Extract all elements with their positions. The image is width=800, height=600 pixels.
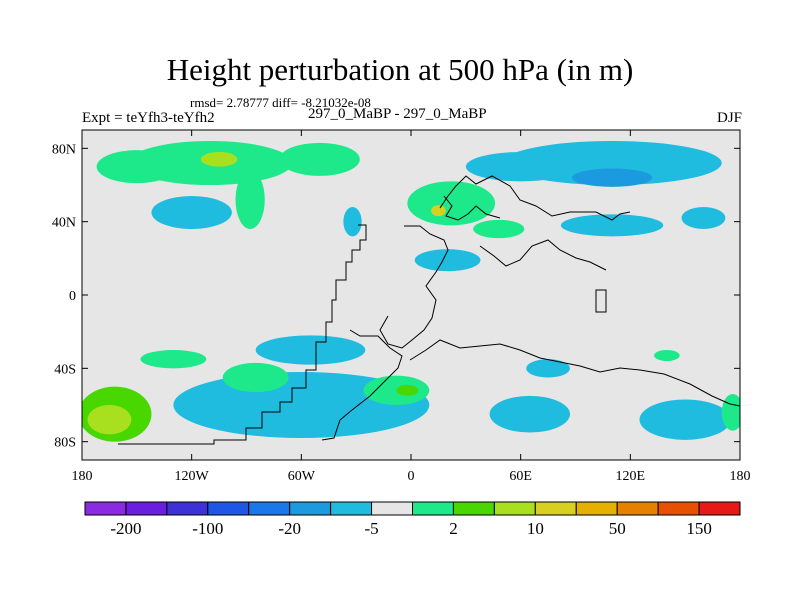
x-tick-label: 180 xyxy=(730,469,751,484)
colorbar-label: -200 xyxy=(110,519,141,538)
contour-nh-yellow-core xyxy=(431,205,446,217)
colorbar-label: -100 xyxy=(192,519,223,538)
y-tick-label: 0 xyxy=(69,289,76,304)
colorbar-label: 50 xyxy=(609,519,626,538)
colorbar-swatch xyxy=(698,501,741,516)
contour-sh-blue-small xyxy=(526,359,571,378)
contour-sh-green-small xyxy=(654,350,680,361)
colorbar-swatch xyxy=(534,501,577,516)
colorbar-swatch xyxy=(330,501,373,516)
colorbar-swatch xyxy=(616,501,659,516)
coastline-america xyxy=(118,224,367,445)
y-tick-label: 40S xyxy=(54,362,76,377)
season-label: DJF xyxy=(716,110,742,126)
colorbar-swatch xyxy=(371,501,413,516)
coastline-south-america xyxy=(321,329,403,441)
y-tick-label: 40N xyxy=(52,216,76,231)
coastline-europe xyxy=(443,195,501,221)
coastline-antarctica xyxy=(409,339,740,407)
colorbar-swatch xyxy=(166,501,209,516)
coastline-africa xyxy=(379,225,449,349)
subtitle: 297_0_MaBP - 297_0_MaBP xyxy=(308,106,487,122)
chart-title: Height perturbation at 500 hPa (in m) xyxy=(166,52,634,87)
x-tick-label: 120E xyxy=(616,469,646,484)
contour-nh-blue-pacific xyxy=(151,196,232,229)
colorbar-swatch xyxy=(289,501,332,516)
colorbar-swatch xyxy=(412,501,454,516)
colorbar-swatch xyxy=(452,501,495,516)
colorbar-label: 10 xyxy=(527,519,544,538)
colorbar-swatch xyxy=(575,501,618,516)
contour-nh-green-band-west xyxy=(96,150,178,184)
y-axis: 80N 40N 0 40S 80S xyxy=(52,142,740,451)
contour-sh-green-mid-pacific xyxy=(222,362,289,393)
coastline xyxy=(118,175,740,445)
contour-nh-lime-core xyxy=(200,152,238,167)
y-tick-label: 80S xyxy=(54,436,76,451)
contour-sh-blue-pacific xyxy=(639,399,731,440)
colorbar-label: -5 xyxy=(364,519,378,538)
coastline-eurasia xyxy=(439,175,631,221)
contour-nh-blue-pacific-east xyxy=(681,207,726,229)
contour-nh-blue-arctic-west xyxy=(465,152,576,182)
colorbar-swatch xyxy=(493,501,536,516)
y-tick-label: 80N xyxy=(52,142,76,157)
colorbar: -200 -100 -20 -5 2 10 50 150 xyxy=(84,501,741,538)
contour-nh-blue-core xyxy=(571,168,653,187)
x-tick-label: 0 xyxy=(408,469,415,484)
contour-sh-green-atlantic xyxy=(363,375,430,406)
stats-text: rmsd= 2.78777 diff= -8.21032e-08 xyxy=(190,95,371,110)
coastline-island xyxy=(595,289,607,313)
x-tick-label: 180 xyxy=(72,469,93,484)
colorbar-label: -20 xyxy=(278,519,301,538)
contour-nh-blue-east-asia xyxy=(560,214,664,237)
contour-nh-blue-atlantic xyxy=(343,207,362,237)
experiment-label: Expt = teYfh3-teYfh2 xyxy=(82,110,215,126)
colorbar-swatch xyxy=(125,501,168,516)
contour-sh-green-southeast-pacific xyxy=(140,350,207,369)
colorbar-label: 150 xyxy=(686,519,712,538)
colorbar-swatch xyxy=(657,501,700,516)
colorbar-swatch xyxy=(84,501,127,516)
contour-nh-green-europe xyxy=(407,181,496,226)
contour-sh-yellow-far-west xyxy=(87,405,132,435)
contour-sh-green-pacific-east xyxy=(721,394,740,431)
colorbar-swatch xyxy=(207,501,250,516)
contour-sh-lime-atlantic xyxy=(396,384,419,396)
contour-nh-green-ridge xyxy=(235,170,265,230)
colorbar-label: 2 xyxy=(449,519,458,538)
x-tick-label: 60W xyxy=(288,469,316,484)
colorbar-swatch xyxy=(248,501,291,516)
coastline-asia-south xyxy=(479,239,607,271)
contour-nh-green-tail xyxy=(473,219,525,239)
x-axis: 180 120W 60W 0 60E 120E 180 xyxy=(72,130,751,484)
x-tick-label: 120W xyxy=(175,469,210,484)
x-tick-label: 60E xyxy=(509,469,532,484)
contour-nh-green-band-atlantic xyxy=(279,142,360,176)
contour-sh-blue-subtropic xyxy=(255,335,366,365)
contour-regions xyxy=(82,141,740,442)
contour-nh-blue-mideast xyxy=(414,249,481,272)
contour-sh-blue-indian xyxy=(489,395,571,433)
